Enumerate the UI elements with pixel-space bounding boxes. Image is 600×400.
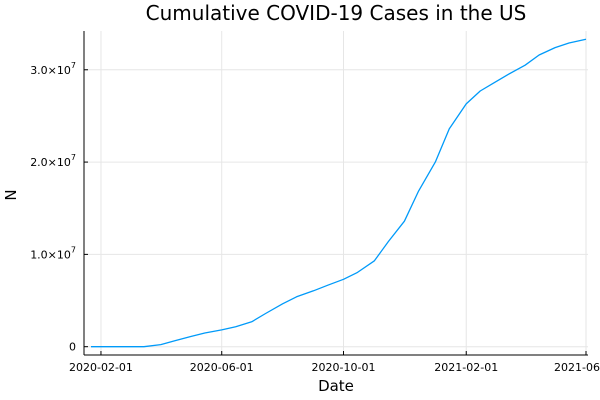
y-tick-exponent: 7	[71, 153, 76, 162]
y-tick-mantissa: 0	[69, 341, 76, 354]
y-tick-mantissa: 2.0×10	[30, 156, 71, 169]
chart-title: Cumulative COVID-19 Cases in the US	[146, 1, 527, 25]
y-tick-exponent: 7	[71, 61, 76, 70]
x-axis-ticks: 2020-02-01 2020-06-01 2020-10-01 2021-02-01…	[69, 351, 600, 374]
y-tick-label: 2.0×107	[30, 153, 76, 169]
y-tick-exponent: 7	[71, 245, 76, 254]
y-tick-mantissa: 3.0×10	[30, 64, 71, 77]
x-tick-label: 2020-10-01	[312, 361, 376, 374]
series-line	[91, 38, 587, 348]
y-tick-label: 1.0×107	[30, 245, 76, 261]
y-tick-label: 0	[69, 341, 76, 354]
y-axis-label: N	[2, 189, 20, 200]
x-tick-label: 2020-06-01	[190, 361, 254, 374]
series-group	[91, 38, 587, 348]
y-tick-label: 3.0×107	[30, 61, 76, 77]
axes	[83, 31, 588, 356]
x-tick-label: 2020-02-01	[69, 361, 133, 374]
gridlines	[84, 31, 588, 355]
x-axis-label: Date	[318, 377, 354, 395]
y-tick-mantissa: 1.0×10	[30, 248, 71, 261]
x-tick-label: 2021-02-01	[434, 361, 498, 374]
x-tick-label: 2021-06-01	[554, 361, 600, 374]
